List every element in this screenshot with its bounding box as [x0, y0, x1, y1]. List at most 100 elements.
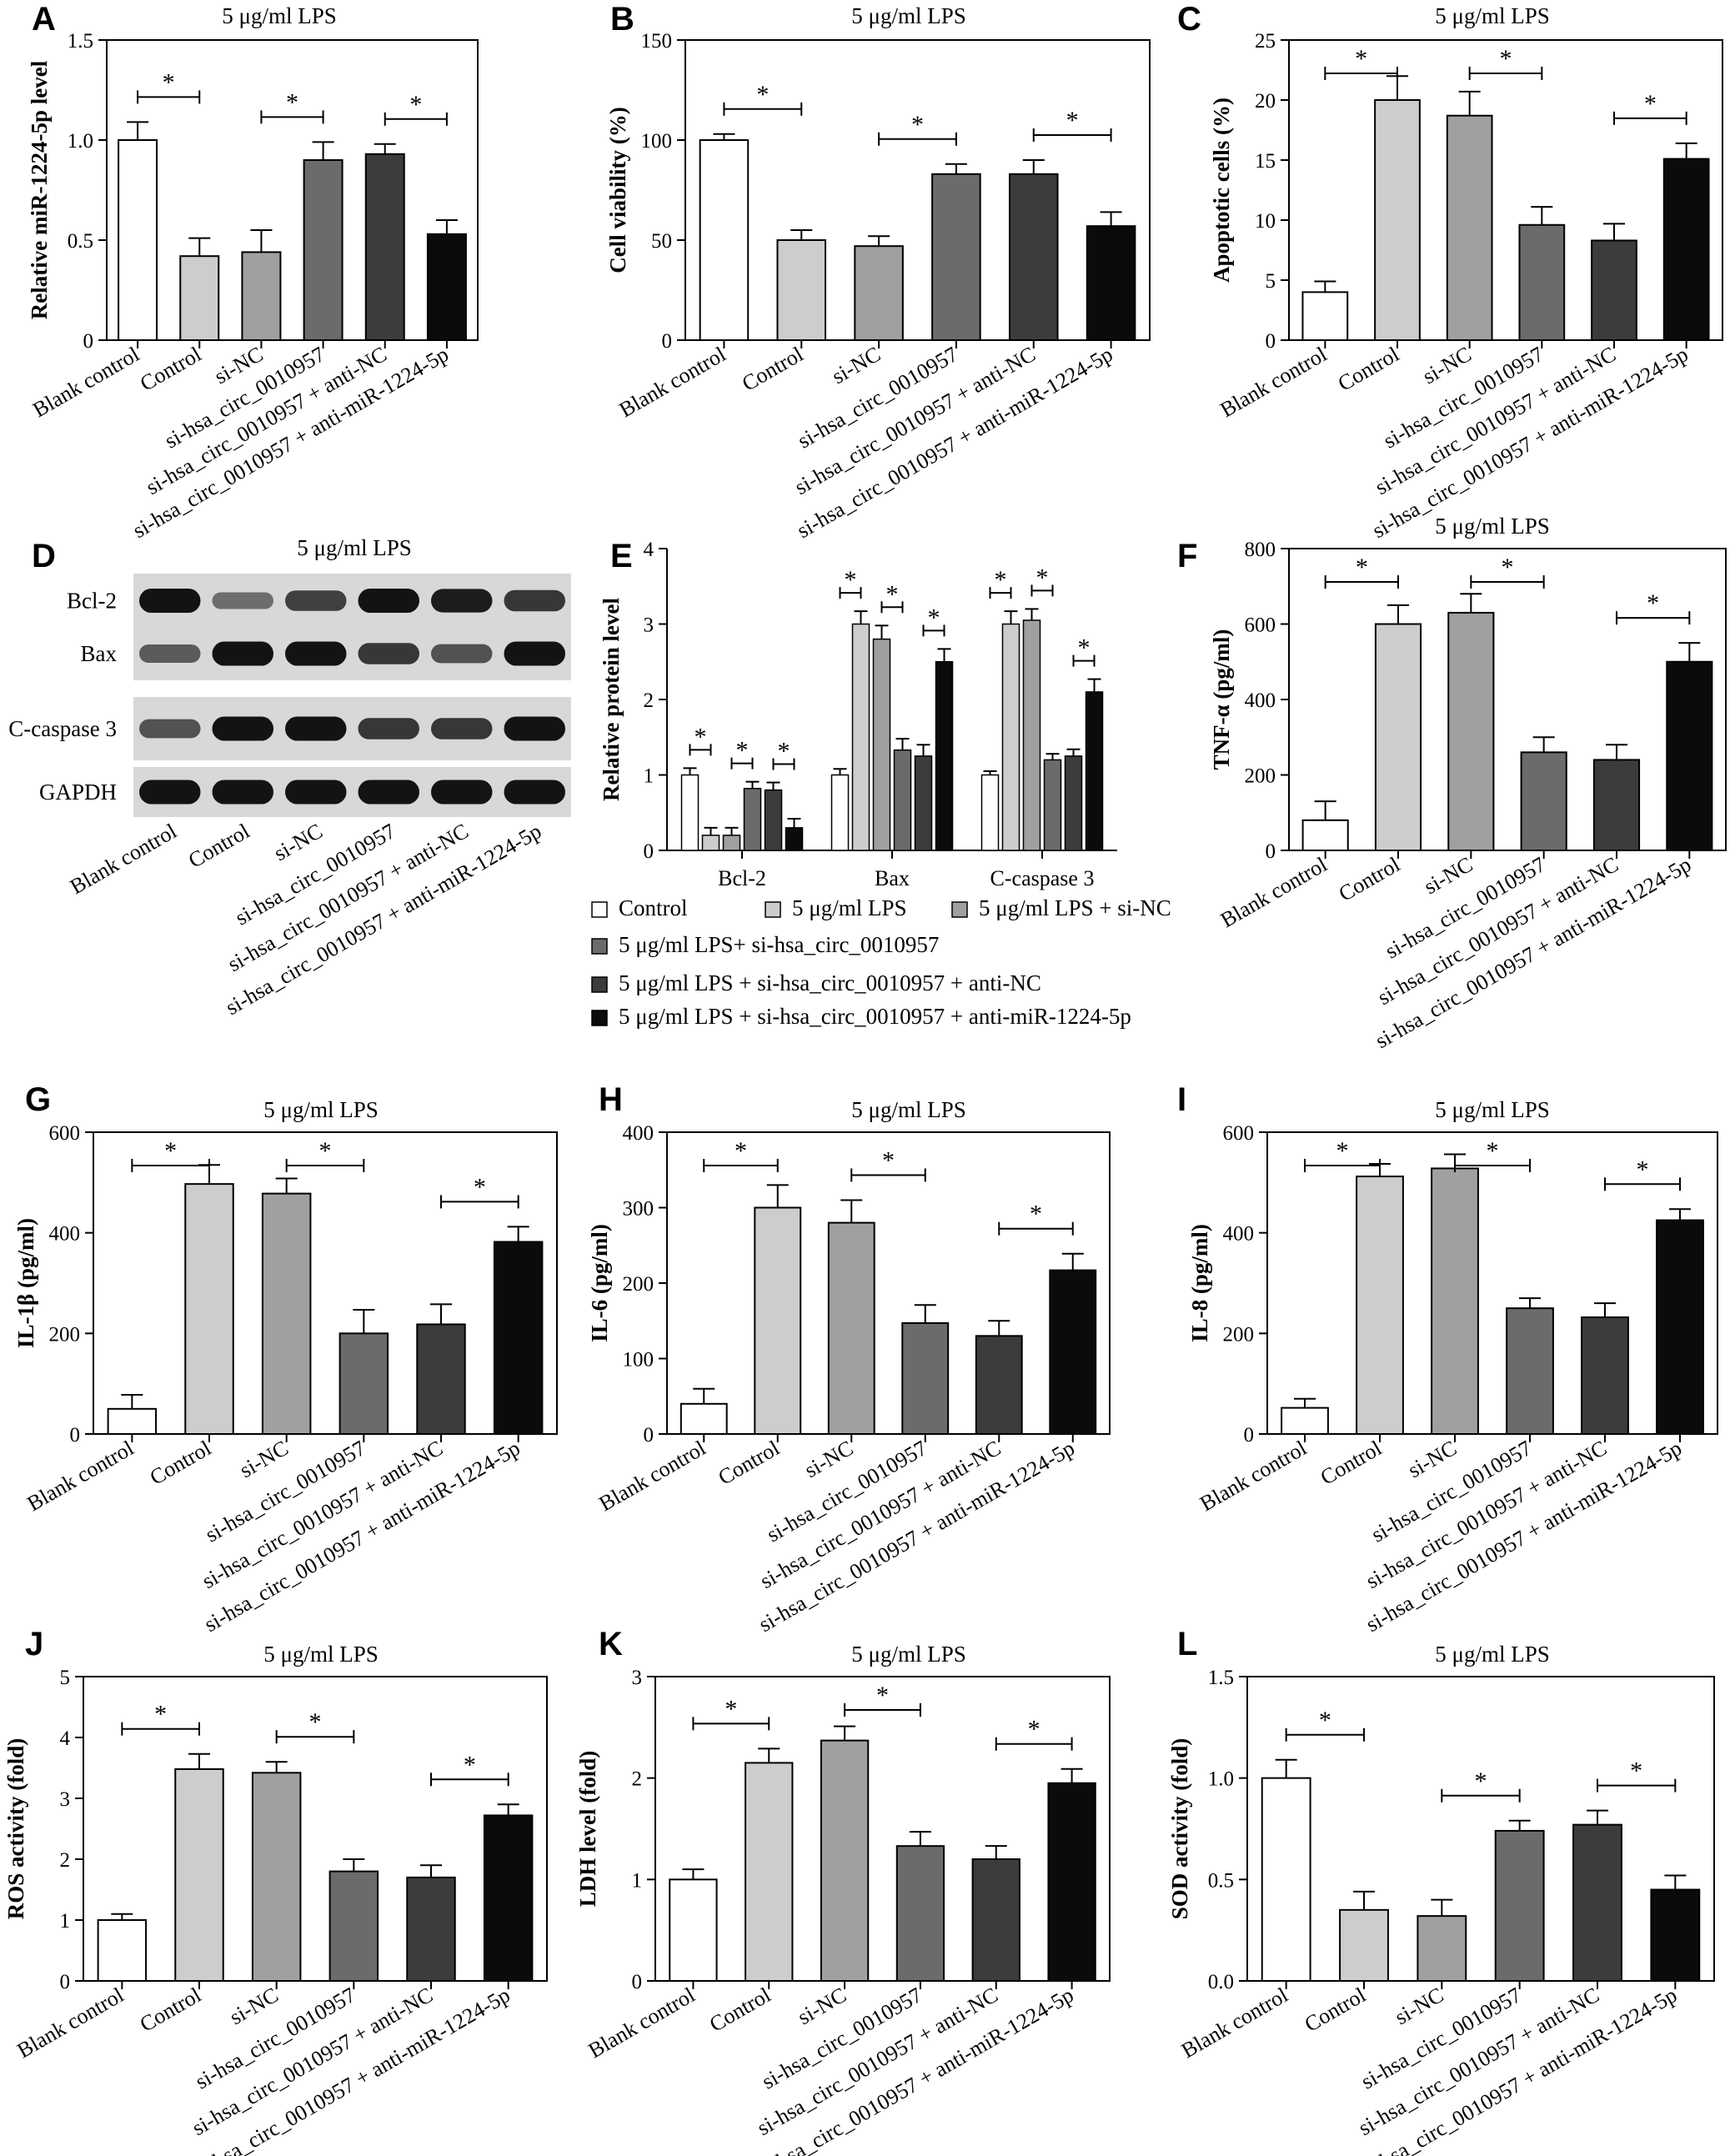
- blot-strip: [133, 767, 571, 817]
- y-tick-label: 3: [60, 1788, 71, 1811]
- significance-star: *: [1647, 589, 1659, 617]
- panel-c: C 5 μg/ml LPS 0 5 10 15 20 25 Apoptotic cells (%…: [1177, 1, 1723, 543]
- legend-swatch: [591, 901, 608, 918]
- significance-star: *: [164, 1137, 177, 1165]
- bar: [1047, 1782, 1096, 1982]
- plot-frame: [93, 1131, 558, 1435]
- bar: [1281, 1406, 1329, 1436]
- chart-title: 5 μg/ml LPS: [851, 1097, 966, 1122]
- y-axis-label: SOD activity (fold): [1167, 1738, 1192, 1919]
- blot-band: [358, 588, 419, 614]
- y-tick-label: 5: [1266, 270, 1276, 293]
- y-tick-label: 0: [70, 1424, 81, 1447]
- y-tick-label: 1: [644, 765, 654, 788]
- panel-letter-i: I: [1177, 1081, 1186, 1118]
- bar: [1085, 691, 1104, 851]
- blot-strip: [133, 627, 571, 680]
- x-category-label: Control: [714, 1436, 783, 1490]
- y-tick-label: 0: [632, 1971, 643, 1993]
- blot-band: [358, 643, 419, 664]
- x-category-label: Blank control: [13, 1983, 128, 2063]
- bar: [1446, 114, 1493, 341]
- y-tick-label: 600: [1245, 614, 1276, 637]
- bar: [1356, 1176, 1404, 1436]
- y-tick-label: 5: [60, 1667, 71, 1689]
- panel-b: B 5 μg/ml LPS 0 50 100 150 Cell viability (%) B…: [605, 1, 1151, 543]
- bar: [743, 788, 762, 851]
- y-tick-label: 4: [644, 539, 654, 561]
- significance-star: *: [1028, 1716, 1041, 1743]
- blot-row-label: Bcl-2: [67, 589, 117, 614]
- significance-star: *: [695, 723, 707, 750]
- bar: [1520, 751, 1567, 851]
- bar: [1022, 619, 1041, 851]
- blot-band: [212, 716, 273, 741]
- panel-letter-j: J: [25, 1626, 43, 1662]
- bar: [701, 835, 720, 851]
- y-tick-label: 0: [644, 840, 654, 863]
- blot-band: [285, 590, 347, 611]
- bar: [1417, 1915, 1467, 1982]
- y-tick-label: 25: [1255, 30, 1276, 53]
- blot-band: [358, 718, 419, 740]
- y-tick-label: 1.0: [1208, 1768, 1234, 1791]
- bar: [820, 1739, 870, 1982]
- y-tick-label: 10: [1255, 210, 1276, 233]
- significance-star: *: [1319, 1707, 1331, 1734]
- significance-star: *: [1637, 1156, 1649, 1183]
- legend-label: 5 μg/ml LPS + si-hsa_circ_0010957 + anti…: [619, 970, 1041, 995]
- y-tick-label: 400: [49, 1223, 81, 1246]
- significance-star: *: [474, 1173, 486, 1201]
- x-category-label: Blank control: [1216, 852, 1331, 932]
- significance-star: *: [756, 81, 769, 108]
- plot-frame: [1266, 1131, 1718, 1435]
- y-tick-label: 200: [1245, 765, 1276, 788]
- panel-f: F 5 μg/ml LPS 0 200 400 600 800 TNF-α (pg/ml) Bl…: [1177, 514, 1727, 1053]
- bar: [914, 755, 933, 851]
- y-axis-label: Cell viability (%): [605, 107, 630, 273]
- y-tick-label: 0: [662, 330, 673, 353]
- y-tick-label: 0: [644, 1424, 654, 1447]
- bar: [118, 139, 158, 341]
- significance-star: *: [464, 1751, 476, 1778]
- x-category-label: Control: [136, 1983, 205, 2037]
- chart-title: 5 μg/ml LPS: [1435, 3, 1550, 28]
- x-category-label: Blank control: [615, 342, 730, 422]
- legend-swatch: [591, 938, 608, 955]
- panel-d: D 5 μg/ml LPS Bcl-2 Bax C-caspase 3 GAPDH Blan…: [8, 535, 571, 1020]
- y-tick-label: 200: [623, 1273, 654, 1296]
- y-axis-label: LDH level (fold): [575, 1751, 600, 1907]
- y-tick-label: 1.5: [68, 30, 93, 53]
- y-axis-label: TNF-α (pg/ml): [1209, 629, 1234, 770]
- y-tick-label: 100: [641, 130, 673, 153]
- plot-frame: [1246, 1676, 1715, 1982]
- legend-label: 5 μg/ml LPS + si-NC: [979, 895, 1171, 920]
- blot-band: [285, 641, 347, 666]
- significance-star: *: [876, 1682, 889, 1709]
- bar: [980, 774, 1000, 851]
- y-tick-label: 1.0: [68, 130, 93, 153]
- bar: [1666, 660, 1713, 851]
- bar: [679, 1402, 728, 1436]
- chart-title: 5 μg/ml LPS: [263, 1097, 379, 1122]
- blot-strip: [133, 574, 571, 628]
- chart-title: 5 μg/ml LPS: [1435, 1642, 1550, 1667]
- significance-star: *: [736, 737, 749, 765]
- significance-star: *: [1355, 45, 1367, 73]
- significance-star: *: [735, 1137, 747, 1165]
- bar: [261, 1192, 312, 1436]
- y-axis-label: IL-8 (pg/ml): [1187, 1224, 1212, 1342]
- y-tick-label: 0: [83, 330, 94, 353]
- blot-band: [358, 780, 419, 805]
- bar: [1656, 1219, 1704, 1436]
- bar: [1650, 1888, 1701, 1982]
- y-axis-label: IL-1β (pg/ml): [13, 1218, 38, 1348]
- panel-g: G 5 μg/ml LPS 0 200 400 600 IL-1β (pg/ml) Blank…: [13, 1081, 558, 1637]
- bar: [483, 1814, 534, 1982]
- panel-letter-b: B: [610, 1, 634, 38]
- bar: [745, 1762, 794, 1983]
- y-axis-label: IL-6 (pg/ml): [587, 1224, 612, 1342]
- bar: [830, 774, 850, 851]
- y-tick-label: 2: [60, 1849, 71, 1872]
- bar: [785, 827, 804, 851]
